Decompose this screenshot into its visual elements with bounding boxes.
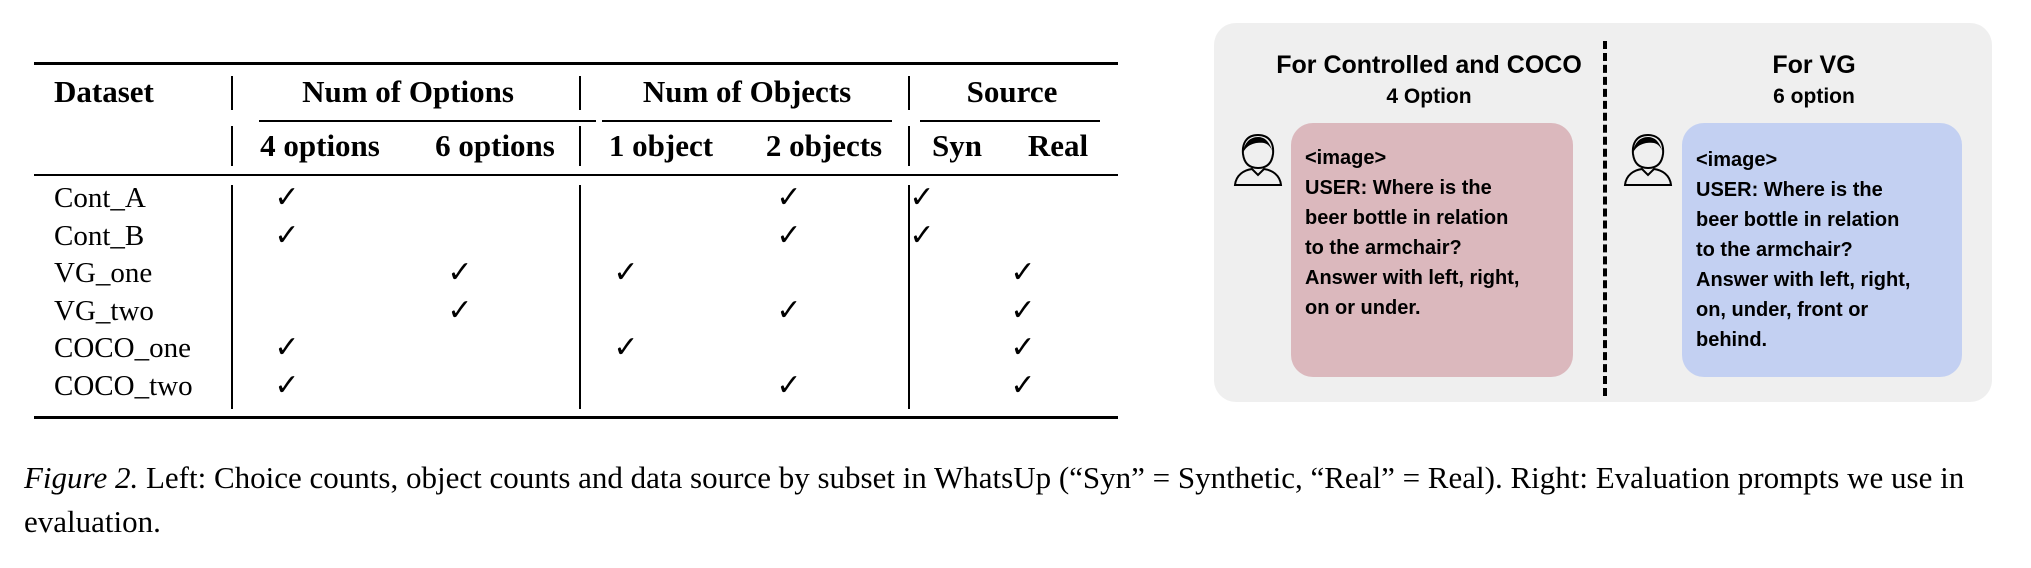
right-prompt-subtitle: 6 option <box>1773 85 1855 108</box>
prompt-line: behind. <box>1696 329 1768 351</box>
prompt-line: beer bottle in relation <box>1696 209 1900 231</box>
check-mark: ✓ <box>909 217 935 253</box>
prompt-line: Answer with left, right, <box>1696 269 1911 291</box>
table-divider <box>579 185 581 409</box>
person-icon <box>1233 133 1283 186</box>
subheader-1-object: 1 object <box>608 128 714 163</box>
source-group-rule <box>920 120 1100 122</box>
prompt-line: on or under. <box>1305 297 1421 319</box>
subheader-syn: Syn <box>932 128 982 163</box>
dataset-name-cell: Cont_B <box>54 219 145 252</box>
check-mark: ✓ <box>274 367 300 403</box>
left-prompt-title: For Controlled and COCO <box>1276 51 1582 79</box>
person-icon <box>1623 133 1673 186</box>
check-mark: ✓ <box>776 217 802 253</box>
prompt-line: USER: Where is the <box>1696 179 1883 201</box>
prompt-line: Answer with left, right, <box>1305 267 1520 289</box>
header-num-options: Num of Options <box>302 74 514 109</box>
prompt-line: <image> <box>1305 147 1387 169</box>
check-mark: ✓ <box>613 330 639 365</box>
table-divider <box>231 185 233 409</box>
subheader-6-options: 6 options <box>435 128 555 163</box>
prompt-line: <image> <box>1696 149 1778 171</box>
prompt-line: to the armchair? <box>1305 237 1462 259</box>
objects-group-rule <box>602 120 892 122</box>
prompt-line: on, under, front or <box>1696 299 1869 321</box>
subheader-4-options: 4 options <box>260 128 380 163</box>
check-mark: ✓ <box>447 292 473 328</box>
caption-text: Left: Choice counts, object counts and d… <box>24 460 1965 539</box>
prompt-panel: For Controlled and COCO 4 Option For VG … <box>1214 23 1992 402</box>
table-divider <box>908 185 910 409</box>
table-divider <box>579 76 581 110</box>
check-mark: ✓ <box>1010 330 1036 365</box>
table-divider <box>579 126 581 166</box>
dataset-name-cell: COCO_one <box>54 332 191 364</box>
check-mark: ✓ <box>1010 292 1036 328</box>
dataset-name-cell: COCO_two <box>54 369 193 402</box>
check-mark: ✓ <box>1010 367 1036 403</box>
dataset-name-cell: VG_one <box>54 257 153 289</box>
subset-table: Dataset Num of Options Num of Objects So… <box>34 0 1118 430</box>
check-mark: ✓ <box>274 330 300 365</box>
dataset-name-cell: VG_two <box>54 294 154 327</box>
check-mark: ✓ <box>909 180 935 215</box>
header-source: Source <box>966 74 1058 109</box>
check-mark: ✓ <box>1010 255 1036 290</box>
check-mark: ✓ <box>776 367 802 403</box>
check-mark: ✓ <box>447 255 473 290</box>
table-divider <box>231 126 233 166</box>
figure-label: Figure 2. <box>24 460 139 495</box>
panel-divider <box>1603 41 1607 396</box>
check-mark: ✓ <box>274 217 300 253</box>
table-divider <box>908 76 910 110</box>
table-top-rule <box>34 62 1118 65</box>
prompt-line: to the armchair? <box>1696 239 1853 261</box>
prompt-line: USER: Where is the <box>1305 177 1492 199</box>
right-prompt-title: For VG <box>1772 51 1856 79</box>
check-mark: ✓ <box>274 180 300 215</box>
options-group-rule <box>259 120 596 122</box>
subheader-2-objects: 2 objects <box>765 128 883 163</box>
table-bottom-rule <box>34 416 1118 419</box>
table-header-rule <box>34 174 1118 176</box>
prompt-line: beer bottle in relation <box>1305 207 1509 229</box>
table-divider <box>908 126 910 166</box>
check-mark: ✓ <box>613 255 639 290</box>
left-prompt-subtitle: 4 Option <box>1386 85 1472 108</box>
figure-caption: Figure 2. Left: Choice counts, object co… <box>24 456 2014 544</box>
dataset-name-cell: Cont_A <box>54 182 146 214</box>
check-mark: ✓ <box>776 292 802 328</box>
header-dataset: Dataset <box>54 74 154 109</box>
subheader-real: Real <box>1027 128 1089 163</box>
check-mark: ✓ <box>776 180 802 215</box>
right-prompt-bubble: <image> USER: Where is the beer bottle in … <box>1682 123 1962 377</box>
header-num-objects: Num of Objects <box>642 74 852 109</box>
table-divider <box>231 76 233 110</box>
left-prompt-bubble: <image> USER: Where is the beer bottle in … <box>1291 123 1573 377</box>
